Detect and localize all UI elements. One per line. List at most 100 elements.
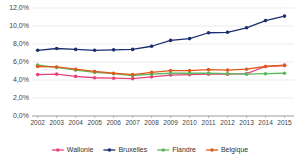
- grid-line: [32, 98, 294, 99]
- series: [36, 14, 286, 52]
- series-marker: [226, 72, 230, 76]
- legend-marker: [210, 148, 214, 152]
- y-tick-label: 8,0%: [13, 40, 29, 47]
- series-marker: [245, 72, 249, 76]
- series-marker: [55, 72, 59, 76]
- x-tick: [189, 116, 190, 118]
- series-marker: [169, 39, 173, 43]
- x-tick-label: 2006: [106, 119, 121, 126]
- series-marker: [207, 31, 211, 35]
- y-tick-label: 12,0%: [9, 4, 29, 11]
- legend-label: Belgique: [221, 146, 248, 154]
- series: [36, 63, 286, 76]
- series-marker: [36, 65, 40, 69]
- series-marker: [131, 77, 135, 81]
- series-marker: [264, 65, 268, 69]
- x-tick-label: 2011: [202, 119, 216, 126]
- series-line: [38, 65, 285, 75]
- series-marker: [112, 76, 116, 80]
- x-tick: [284, 116, 285, 118]
- grid-line: [32, 26, 294, 27]
- x-tick-label: 2002: [30, 119, 45, 126]
- x-tick: [56, 116, 57, 118]
- series-marker: [74, 75, 78, 79]
- x-tick: [113, 116, 114, 118]
- x-tick-label: 2009: [163, 119, 178, 126]
- x-tick-label: 2015: [277, 119, 292, 126]
- series-marker: [112, 72, 116, 76]
- series-marker: [226, 72, 230, 76]
- grid-line: [32, 116, 294, 117]
- series-marker: [188, 69, 192, 73]
- legend-item: Belgique: [206, 146, 248, 154]
- series-marker: [112, 71, 116, 75]
- legend-item: Bruxelles: [103, 146, 147, 153]
- x-tick-label: 2014: [258, 119, 273, 126]
- y-tick-label: 2,0%: [13, 94, 29, 101]
- x-tick-label: 2003: [49, 119, 64, 126]
- series-marker: [245, 26, 249, 30]
- series-marker: [207, 68, 211, 72]
- series-marker: [93, 49, 97, 53]
- x-tick: [170, 116, 171, 118]
- series-marker: [188, 37, 192, 41]
- legend-label: Bruxelles: [118, 146, 147, 153]
- series-marker: [283, 14, 287, 18]
- series-marker: [226, 68, 230, 72]
- series-marker: [55, 47, 59, 51]
- series: [36, 63, 286, 77]
- plot-area: [36, 14, 286, 80]
- x-tick-label: 2010: [182, 119, 197, 126]
- series-marker: [55, 66, 59, 70]
- series-marker: [93, 70, 97, 74]
- series-marker: [74, 48, 78, 52]
- x-tick-label: 2012: [220, 119, 235, 126]
- series-marker: [283, 64, 287, 68]
- series-marker: [55, 65, 59, 69]
- series-marker: [150, 44, 154, 48]
- grid-line: [32, 44, 294, 45]
- series-marker: [131, 73, 135, 77]
- series-marker: [112, 48, 116, 52]
- y-tick-label: 0,0%: [13, 112, 29, 119]
- x-tick-label: 2008: [144, 119, 159, 126]
- legend-marker: [108, 148, 112, 152]
- x-tick-label: 2013: [239, 119, 254, 126]
- x-tick: [37, 116, 38, 118]
- series-marker: [169, 69, 173, 73]
- series-marker: [93, 76, 97, 80]
- series-marker: [36, 49, 40, 53]
- x-tick-label: 2007: [125, 119, 140, 126]
- y-tick-label: 4,0%: [13, 76, 29, 83]
- series-marker: [74, 67, 78, 71]
- series-line: [38, 16, 285, 50]
- x-tick: [227, 116, 228, 118]
- series-line: [38, 66, 285, 79]
- legend-item: Wallonie: [52, 146, 94, 153]
- series-marker: [207, 71, 211, 75]
- series-marker: [283, 63, 287, 67]
- series-marker: [74, 68, 78, 72]
- grid-line: [32, 8, 294, 9]
- series-marker: [264, 65, 268, 69]
- x-tick: [265, 116, 266, 118]
- x-tick: [246, 116, 247, 118]
- x-axis-line: [32, 116, 294, 117]
- series-marker: [36, 73, 40, 77]
- series: [36, 64, 286, 81]
- y-grid: [32, 8, 294, 116]
- y-tick-label: 10,0%: [9, 22, 29, 29]
- legend-label: Wallonie: [67, 146, 94, 153]
- x-tick-label: 2004: [68, 119, 83, 126]
- x-tick: [151, 116, 152, 118]
- legend-label: Flandre: [172, 146, 196, 153]
- x-tick: [208, 116, 209, 118]
- series-marker: [264, 19, 268, 23]
- series-marker: [207, 72, 211, 76]
- series-marker: [283, 71, 287, 75]
- series-marker: [131, 48, 135, 52]
- series-marker: [150, 71, 154, 75]
- legend: Wallonie Bruxelles Flandre Belgique: [52, 146, 248, 154]
- x-tick: [132, 116, 133, 118]
- series-marker: [226, 31, 230, 35]
